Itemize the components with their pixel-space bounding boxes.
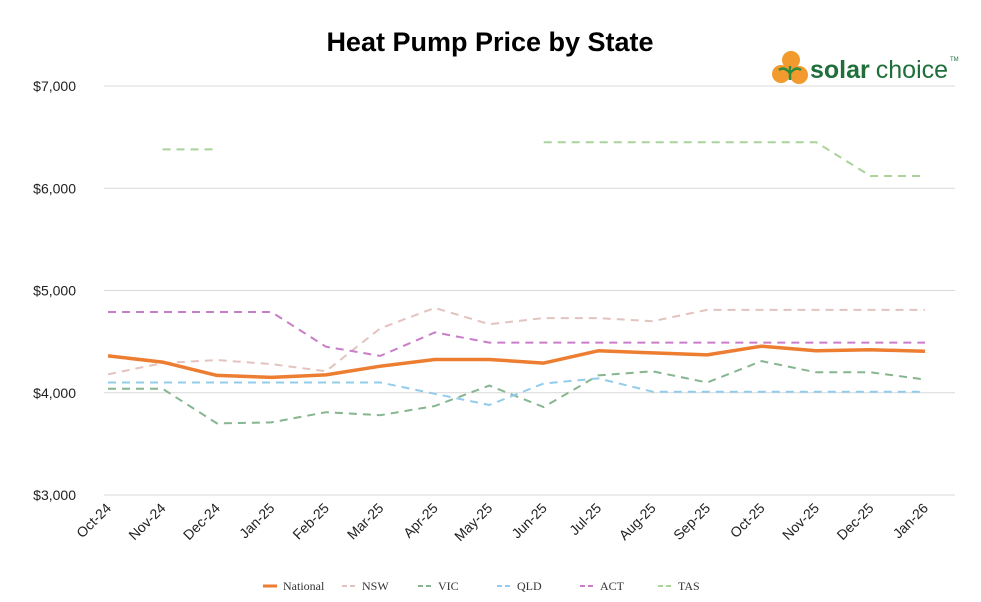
- legend-label-vic: VIC: [438, 579, 459, 593]
- logo-trademark: TM: [950, 57, 959, 63]
- x-tick-label: May-25: [451, 500, 495, 544]
- x-tick-label: Jan-26: [890, 500, 932, 542]
- series-line-national: [107, 344, 926, 380]
- logo-word-choice: choice: [876, 56, 948, 84]
- legend-label-qld: QLD: [517, 579, 542, 593]
- gridlines: [104, 85, 955, 496]
- x-tick-label: Mar-25: [344, 500, 387, 543]
- y-tick-label: $6,000: [33, 180, 76, 196]
- x-tick-label: Dec-25: [833, 500, 876, 543]
- series-lines: [107, 141, 926, 425]
- x-tick-label: Nov-24: [125, 500, 168, 543]
- x-tick-label: Jan-25: [236, 500, 278, 542]
- chart-title: Heat Pump Price by State: [326, 27, 653, 57]
- solar-choice-logo: solar choice TM: [772, 51, 959, 84]
- y-tick-label: $5,000: [33, 283, 76, 299]
- y-tick-label: $4,000: [33, 385, 76, 401]
- y-tick-label: $3,000: [33, 487, 76, 503]
- legend-label-act: ACT: [600, 579, 625, 593]
- series-line-tas: [162, 141, 925, 177]
- series-line-act: [108, 311, 925, 357]
- series-line-vic: [108, 360, 926, 425]
- x-tick-label: Aug-25: [616, 500, 659, 543]
- series-line-qld: [108, 377, 925, 406]
- series-line-nsw: [107, 306, 925, 376]
- legend-label-national: National: [283, 579, 325, 593]
- logo-word-solar: solar: [810, 56, 870, 84]
- x-tick-label: Oct-24: [73, 500, 114, 541]
- y-tick-label: $7,000: [33, 78, 76, 94]
- legend-label-nsw: NSW: [362, 579, 389, 593]
- x-tick-label: Jul-25: [566, 500, 604, 538]
- x-tick-label: Feb-25: [289, 500, 332, 543]
- x-tick-label: Jun-25: [508, 500, 550, 542]
- x-tick-label: Apr-25: [400, 500, 441, 541]
- sun-leaf-icon: [772, 51, 808, 84]
- legend: National NSW VIC QLD ACT TAS: [263, 579, 700, 593]
- x-tick-label: Sep-25: [670, 500, 713, 543]
- y-axis: $7,000 $6,000 $5,000 $4,000 $3,000: [33, 78, 76, 503]
- x-tick-label: Dec-24: [180, 500, 223, 543]
- x-axis: Oct-24 Nov-24 Dec-24 Jan-25 Feb-25 Mar-25 Apr-…: [73, 500, 931, 544]
- legend-label-tas: TAS: [678, 579, 700, 593]
- x-tick-label: Oct-25: [727, 500, 768, 541]
- logo-wordmark: solar choice: [810, 56, 948, 84]
- x-tick-label: Nov-25: [779, 500, 822, 543]
